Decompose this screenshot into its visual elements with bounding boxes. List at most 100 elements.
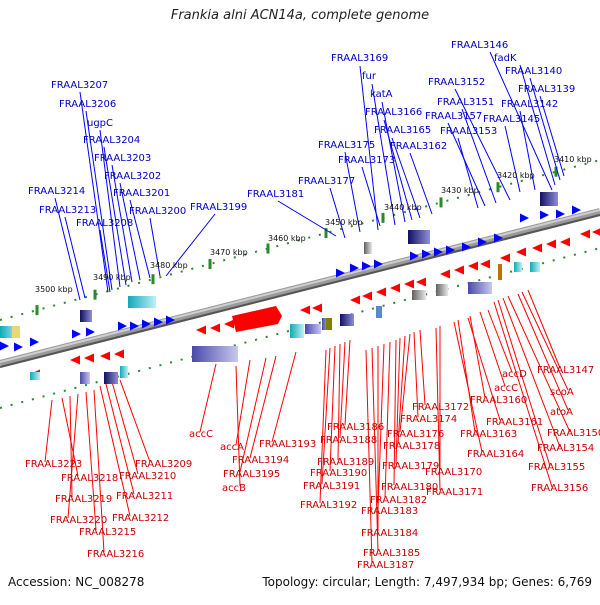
gene-label[interactable]: FRAAL3207 [51, 80, 108, 91]
gene-label[interactable]: FRAAL3190 [310, 468, 367, 479]
reverse-gene-arrow [84, 353, 94, 363]
feature-block [408, 230, 430, 244]
gene-label[interactable]: FRAAL3210 [119, 471, 176, 482]
gene-label[interactable]: FRAAL3157 [425, 111, 482, 122]
gene-label[interactable]: FRAAL3223 [25, 459, 82, 470]
gene-label[interactable]: FRAAL3216 [87, 549, 144, 560]
gene-label[interactable]: accD [502, 369, 527, 380]
gene-label[interactable]: FRAAL3160 [470, 395, 527, 406]
gene-label[interactable]: FRAAL3194 [232, 455, 289, 466]
gene-label[interactable]: FRAAL3173 [338, 155, 395, 166]
gene-label[interactable]: FRAAL3146 [451, 40, 508, 51]
gene-label[interactable]: FRAAL3176 [387, 429, 444, 440]
outer-tick-track [0, 159, 600, 321]
gene-label[interactable]: FRAAL3183 [361, 506, 418, 517]
gene-label[interactable]: FRAAL3156 [531, 483, 588, 494]
gene-label[interactable]: FRAAL3139 [518, 84, 575, 95]
gene-label[interactable]: fadK [494, 53, 517, 64]
gene-label[interactable]: FRAAL3202 [104, 171, 161, 182]
gene-label[interactable]: FRAAL3153 [440, 126, 497, 137]
major-ticks [35, 166, 558, 316]
label-connector [454, 88, 511, 201]
gene-label[interactable]: FRAAL3178 [383, 441, 440, 452]
label-connector [199, 363, 217, 433]
gene-label[interactable]: FRAAL3206 [59, 99, 116, 110]
forward-gene-arrow [142, 319, 151, 329]
gene-label[interactable]: FRAAL3177 [298, 176, 355, 187]
gene-label[interactable]: FRAAL3192 [300, 500, 357, 511]
gene-label[interactable]: accC [189, 429, 213, 440]
gene-label[interactable]: FRAAL3218 [61, 473, 118, 484]
gene-label[interactable]: FRAAL3165 [374, 125, 431, 136]
gene-label[interactable]: atoA [550, 407, 573, 418]
gene-label[interactable]: FRAAL3188 [320, 435, 377, 446]
major-tick [324, 228, 328, 239]
reverse-gene-arrow [592, 228, 600, 236]
gene-label[interactable]: FRAAL3213 [39, 205, 96, 216]
gene-label[interactable]: accB [222, 483, 246, 494]
gene-label[interactable]: FRAAL3184 [361, 528, 418, 539]
gene-label[interactable]: ugpC [87, 118, 113, 129]
gene-label[interactable]: FRAAL3211 [116, 491, 173, 502]
label-connector [457, 319, 476, 433]
gene-label[interactable]: FRAAL3212 [112, 513, 169, 524]
gene-label[interactable]: FRAAL3161 [486, 417, 543, 428]
forward-gene-arrow [462, 242, 471, 252]
gene-label[interactable]: FRAAL3179 [382, 461, 439, 472]
gene-label[interactable]: FRAAL3203 [94, 153, 151, 164]
gene-label[interactable]: FRAAL3187 [357, 560, 414, 571]
accession-text: Accession: NC_008278 [8, 575, 145, 589]
gene-label[interactable]: FRAAL3219 [55, 494, 112, 505]
gene-label[interactable]: FRAAL3195 [223, 469, 280, 480]
label-connector [507, 295, 571, 433]
gene-label[interactable]: FRAAL3155 [528, 462, 585, 473]
gene-label[interactable]: FRAAL3204 [83, 135, 140, 146]
gene-label[interactable]: FRAAL3145 [483, 114, 540, 125]
label-connector [99, 129, 121, 288]
label-connector [453, 321, 483, 453]
gene-label[interactable]: FRAAL3175 [318, 140, 375, 151]
gene-label[interactable]: FRAAL3170 [425, 467, 482, 478]
gene-label[interactable]: FRAAL3209 [135, 459, 192, 470]
gene-label[interactable]: FRAAL3163 [460, 429, 517, 440]
gene-label[interactable]: fur [362, 71, 377, 82]
gene-label[interactable]: accC [494, 383, 518, 394]
gene-label[interactable]: FRAAL3171 [426, 487, 483, 498]
gene-label[interactable]: accA [220, 442, 244, 453]
gene-label[interactable]: FRAAL3151 [437, 97, 494, 108]
gene-label[interactable]: FRAAL3201 [113, 188, 170, 199]
reverse-gene-arrow [362, 291, 372, 301]
gene-label[interactable]: FRAAL3189 [317, 457, 374, 468]
label-connector [105, 383, 135, 495]
gene-label[interactable]: FRAAL3169 [331, 53, 388, 64]
gene-label[interactable]: FRAAL3191 [303, 481, 360, 492]
gene-label[interactable]: FRAAL3208 [76, 218, 133, 229]
feature-block [305, 324, 321, 334]
tick-label: 3410 kbp [554, 155, 592, 164]
gene-label[interactable]: FRAAL3180 [381, 482, 438, 493]
gene-label[interactable]: FRAAL3150 [547, 428, 600, 439]
gene-label[interactable]: FRAAL3215 [79, 527, 136, 538]
gene-label[interactable]: katA [370, 89, 393, 100]
gene-label[interactable]: FRAAL3154 [537, 443, 594, 454]
gene-label[interactable]: FRAAL3164 [467, 449, 524, 460]
gene-label[interactable]: FRAAL3186 [327, 422, 384, 433]
gene-label[interactable]: FRAAL3174 [400, 414, 457, 425]
gene-label[interactable]: scoA [550, 387, 574, 398]
gene-label[interactable]: FRAAL3166 [365, 107, 422, 118]
gene-label[interactable]: FRAAL3199 [190, 202, 247, 213]
gene-label[interactable]: FRAAL3142 [501, 99, 558, 110]
gene-label[interactable]: FRAAL3193 [259, 439, 316, 450]
gene-label[interactable]: FRAAL3140 [505, 66, 562, 77]
gene-label[interactable]: FRAAL3152 [428, 77, 485, 88]
gene-label[interactable]: FRAAL3172 [412, 402, 469, 413]
gene-label[interactable]: FRAAL3147 [537, 365, 594, 376]
gene-label[interactable]: FRAAL3200 [129, 206, 186, 217]
gene-label[interactable]: FRAAL3162 [390, 141, 447, 152]
gene-label[interactable]: FRAAL3214 [28, 186, 85, 197]
gene-label[interactable]: FRAAL3182 [370, 495, 427, 506]
gene-label[interactable]: FRAAL3181 [247, 189, 304, 200]
gene-label[interactable]: FRAAL3220 [50, 515, 107, 526]
gene-label[interactable]: FRAAL3185 [363, 548, 420, 559]
